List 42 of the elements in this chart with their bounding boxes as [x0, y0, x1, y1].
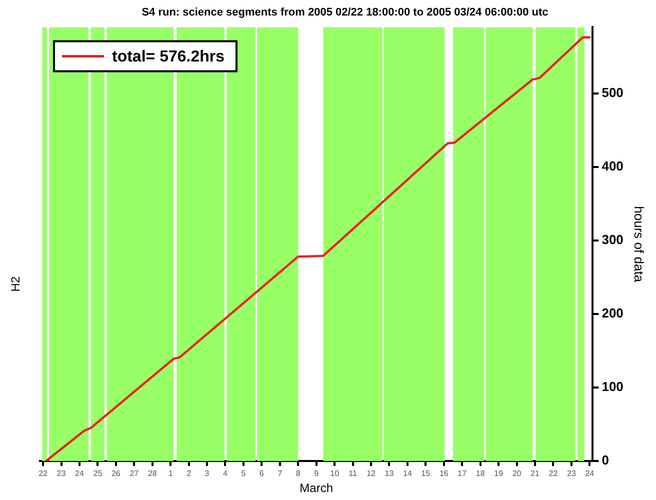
x-tick-label: 8 — [296, 469, 301, 478]
legend-label: total= 576.2hrs — [112, 48, 225, 66]
x-tick-label: 22 — [548, 469, 558, 478]
text: H2 — [8, 276, 22, 292]
y-tick-label: 0 — [602, 452, 609, 468]
x-tick-label: 16 — [439, 469, 449, 478]
x-tick-label: 10 — [330, 469, 340, 478]
x-tick-label: 17 — [458, 469, 468, 478]
chart-title: S4 run: science segments from 2005 02/22 18:00:00 to 2005 03/24 06:00:00 utc — [142, 6, 548, 19]
y-axis-title: hours of data — [632, 206, 647, 283]
x-tick-label: 7 — [278, 469, 283, 478]
x-tick-label: 4 — [223, 469, 228, 478]
x-tick-label: 2 — [186, 469, 192, 478]
x-tick-label: 12 — [366, 469, 376, 478]
x-tick-label: 5 — [241, 469, 246, 478]
x-tick-label: 6 — [259, 469, 264, 478]
x-tick-label: 25 — [93, 469, 103, 478]
y-tick-label: 100 — [602, 379, 624, 394]
x-tick-label: 24 — [585, 469, 595, 478]
x-tick-label: 19 — [494, 469, 504, 478]
x-tick-label: 27 — [130, 469, 140, 478]
x-tick-label: 26 — [111, 469, 121, 478]
x-tick-label: 20 — [512, 469, 522, 478]
x-tick-label: 23 — [567, 469, 576, 478]
x-tick-label: 9 — [314, 469, 320, 478]
x-tick-label: 23 — [56, 469, 66, 478]
x-tick-label: 22 — [38, 469, 48, 478]
x-tick-label: 3 — [204, 469, 210, 478]
x-tick-label: 24 — [75, 469, 84, 478]
x-tick-label: 18 — [476, 469, 486, 478]
x-tick-label: 11 — [348, 469, 358, 478]
x-tick-label: 28 — [148, 469, 158, 478]
x-tick-label: 15 — [421, 469, 431, 478]
x-axis-title: March — [300, 481, 334, 496]
y-tick-label: 200 — [602, 306, 624, 321]
x-tick-label: 21 — [530, 469, 540, 478]
x-tick-label: 1 — [168, 469, 174, 478]
y-tick-label: 400 — [602, 158, 624, 174]
y-tick-label: 300 — [602, 232, 624, 247]
y-tick-label: 500 — [602, 84, 624, 100]
x-tick-label: 13 — [384, 469, 394, 478]
x-tick-label: 14 — [403, 469, 412, 478]
